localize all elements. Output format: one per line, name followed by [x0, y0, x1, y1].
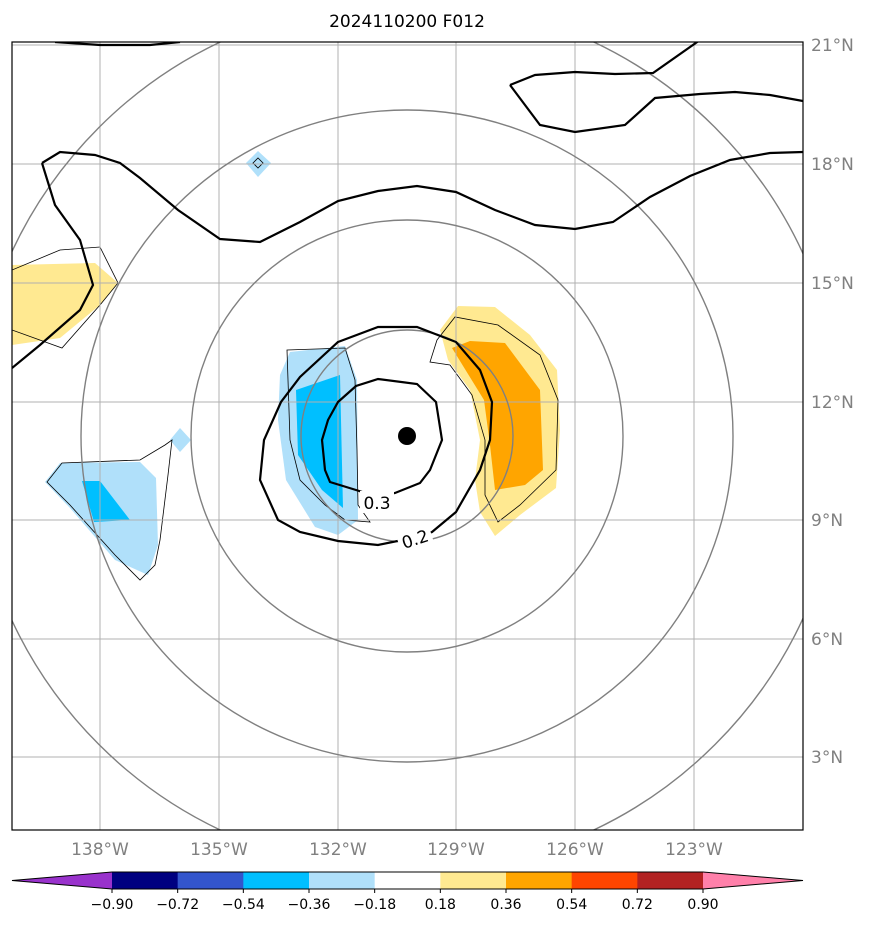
negative-shade-center-core — [296, 375, 343, 508]
map-title: 2024110200 F012 — [329, 12, 485, 32]
colorbar: −0.90 −0.72 −0.54 −0.36 −0.18 0.18 0.36 0.54 0.7… — [11, 871, 804, 913]
colorbar-tick-label: 0.36 — [490, 897, 521, 913]
colorbar-segment — [112, 872, 179, 889]
graticule — [12, 42, 803, 830]
lon-label-135w: 135°W — [190, 840, 248, 860]
contour-label-bg-0.2 — [395, 523, 435, 553]
lat-label-21n: 21°N — [811, 36, 854, 56]
contour-wave — [41, 150, 803, 244]
lon-label-132w: 132°W — [309, 840, 367, 860]
latitude-labels: 21°N 18°N 15°N 12°N 9°N 6°N 3°N — [811, 36, 854, 768]
positive-shade-west — [12, 263, 118, 345]
contour-west — [12, 162, 95, 369]
negative-shade-west-core — [82, 481, 130, 522]
negative-shade-dot-1 — [170, 428, 191, 452]
colorbar-segment — [309, 872, 376, 889]
lon-label-138w: 138°W — [71, 840, 129, 860]
lat-label-15n: 15°N — [811, 274, 854, 294]
lat-label-18n: 18°N — [811, 155, 854, 175]
longitude-labels: 138°W 135°W 132°W 129°W 126°W 123°W — [71, 840, 723, 860]
colorbar-tick-label: −0.18 — [353, 897, 396, 913]
contour-label-0.2-group: 0.2 — [395, 523, 435, 554]
positive-shade-center-core — [452, 341, 543, 490]
lat-label-3n: 3°N — [811, 748, 843, 768]
lat-label-6n: 6°N — [811, 630, 843, 650]
colorbar-tick-label: −0.90 — [91, 897, 134, 913]
colorbar-segment — [374, 872, 441, 889]
lon-label-126w: 126°W — [546, 840, 604, 860]
colorbar-tick-label: 0.18 — [425, 897, 456, 913]
colorbar-tick-label: 0.54 — [556, 897, 587, 913]
colorbar-extend-high — [703, 872, 803, 889]
lon-label-123w: 123°W — [665, 840, 723, 860]
lat-label-12n: 12°N — [811, 393, 854, 413]
storm-center-marker — [398, 427, 416, 445]
range-rings — [12, 42, 803, 830]
colorbar-segment — [243, 872, 310, 889]
colorbar-segment — [440, 872, 507, 889]
contour-ne-loop — [509, 84, 803, 134]
map-frame — [11, 41, 804, 831]
contour-label-bg-0.3 — [360, 491, 394, 513]
colorbar-tick-label: 0.72 — [622, 897, 653, 913]
colorbar-tick-label: 0.90 — [687, 897, 718, 913]
shaded-fields — [12, 151, 560, 575]
colorbar-tick-label: −0.36 — [288, 897, 331, 913]
contour-top-left — [54, 42, 181, 47]
lat-label-9n: 9°N — [811, 511, 843, 531]
colorbar-segment — [177, 872, 244, 889]
colorbar-segment — [637, 872, 704, 889]
colorbar-extend-low — [12, 872, 112, 889]
colorbar-tick-label: −0.72 — [156, 897, 199, 913]
contour-label-0.3: 0.3 — [363, 494, 390, 514]
colorbar-segment — [506, 872, 573, 889]
contour-top-right — [509, 42, 700, 87]
colorbar-segment — [571, 872, 638, 889]
colorbar-tick-label: −0.54 — [222, 897, 265, 913]
contour-0.3 — [320, 377, 444, 499]
lon-label-129w: 129°W — [427, 840, 485, 860]
map-area: 0.3 0.2 — [12, 42, 803, 830]
